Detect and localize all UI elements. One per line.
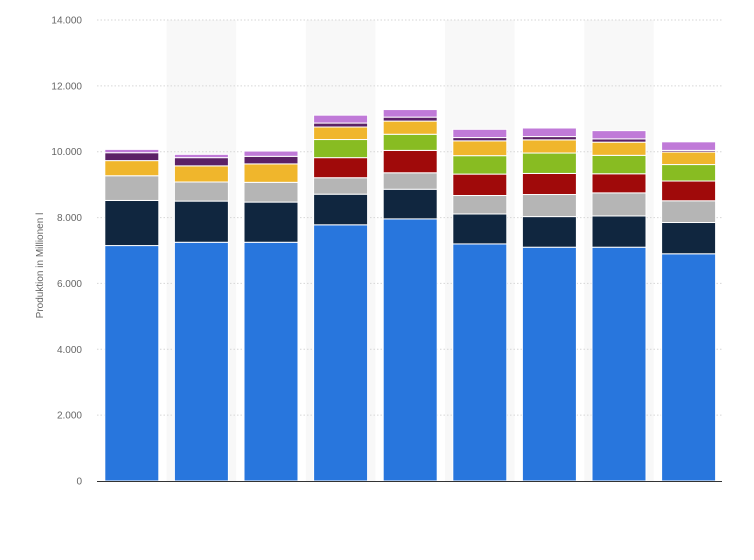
bar-stack — [661, 141, 717, 482]
bar-segment[interactable] — [661, 180, 717, 202]
bar-segment[interactable] — [382, 133, 438, 151]
bar-segment[interactable] — [382, 172, 438, 190]
bar-segment[interactable] — [104, 245, 160, 482]
bar-segment[interactable] — [313, 122, 369, 128]
bar-segment[interactable] — [313, 157, 369, 179]
bar-segment[interactable] — [591, 192, 647, 217]
bar-segment[interactable] — [313, 139, 369, 159]
y-tick-label: 10.000 — [51, 147, 82, 158]
bar-stack — [104, 148, 160, 482]
bar-segment[interactable] — [243, 163, 299, 183]
bar-segment[interactable] — [173, 165, 229, 183]
bar-segment[interactable] — [591, 246, 647, 482]
bar-segment[interactable] — [452, 128, 508, 139]
bar-segment[interactable] — [521, 127, 577, 138]
bar-stack — [382, 109, 438, 482]
bar-segment[interactable] — [521, 246, 577, 482]
y-tick-label: 4.000 — [57, 345, 82, 356]
bar-segment[interactable] — [661, 253, 717, 482]
bar-segment[interactable] — [382, 109, 438, 118]
bar-segment[interactable] — [173, 157, 229, 167]
bar-segment[interactable] — [661, 141, 717, 151]
bar-segment[interactable] — [104, 148, 160, 154]
bar-stacks — [104, 109, 717, 482]
bar-segment[interactable] — [661, 151, 717, 166]
bar-segment[interactable] — [591, 130, 647, 140]
y-tick-label: 6.000 — [57, 279, 82, 290]
bar-segment[interactable] — [243, 150, 299, 157]
bar-segment[interactable] — [313, 193, 369, 226]
bar-stack — [173, 153, 229, 482]
bar-segment[interactable] — [452, 243, 508, 482]
bar-segment[interactable] — [173, 241, 229, 482]
bar-segment[interactable] — [521, 139, 577, 154]
bar-segment[interactable] — [313, 126, 369, 141]
y-tick-label: 8.000 — [57, 213, 82, 224]
bar-segment[interactable] — [173, 153, 229, 159]
y-tick-label: 2.000 — [57, 411, 82, 422]
y-axis-title: Produktion in Millionen l — [35, 213, 46, 319]
bar-segment[interactable] — [243, 155, 299, 165]
bar-segment[interactable] — [104, 152, 160, 162]
bar-stack — [591, 130, 647, 482]
bar-segment[interactable] — [382, 120, 438, 135]
y-tick-label: 14.000 — [51, 16, 82, 27]
bar-segment[interactable] — [661, 164, 717, 182]
bar-segment[interactable] — [452, 140, 508, 157]
bar-stack — [243, 150, 299, 482]
bar-stack — [452, 128, 508, 482]
y-tick-label: 0 — [76, 477, 82, 488]
bar-segment[interactable] — [313, 224, 369, 482]
bar-segment[interactable] — [243, 181, 299, 203]
y-tick-labels: 0 2.000 4.000 6.000 8.000 10.000 12.000 14.000 — [51, 16, 82, 488]
bar-segment[interactable] — [243, 201, 299, 243]
bar-segment[interactable] — [521, 216, 577, 248]
bar-segment[interactable] — [382, 218, 438, 482]
bar-segment[interactable] — [382, 188, 438, 220]
bar-segment[interactable] — [452, 155, 508, 175]
bar-segment[interactable] — [591, 154, 647, 175]
bar-segment[interactable] — [591, 215, 647, 248]
bar-segment[interactable] — [104, 175, 160, 201]
y-tick-label: 12.000 — [51, 81, 82, 92]
bar-segment[interactable] — [591, 141, 647, 156]
bar-stack — [521, 127, 577, 482]
bar-segment[interactable] — [382, 149, 438, 174]
bar-segment[interactable] — [452, 195, 508, 215]
bar-stack — [313, 114, 369, 482]
bar-segment[interactable] — [173, 200, 229, 243]
bar-segment[interactable] — [452, 213, 508, 245]
bar-segment[interactable] — [661, 222, 717, 255]
bar-segment[interactable] — [313, 177, 369, 195]
bar-segment[interactable] — [313, 114, 369, 124]
bar-segment[interactable] — [661, 200, 717, 224]
bar-segment[interactable] — [591, 173, 647, 194]
bar-segment[interactable] — [521, 152, 577, 174]
bar-segment[interactable] — [382, 116, 438, 122]
bar-segment[interactable] — [452, 173, 508, 197]
bar-segment[interactable] — [173, 181, 229, 202]
bar-segment[interactable] — [521, 194, 577, 218]
bar-segment[interactable] — [243, 241, 299, 482]
bar-segment[interactable] — [104, 160, 160, 177]
bar-segment[interactable] — [104, 199, 160, 247]
bar-segment[interactable] — [521, 172, 577, 196]
